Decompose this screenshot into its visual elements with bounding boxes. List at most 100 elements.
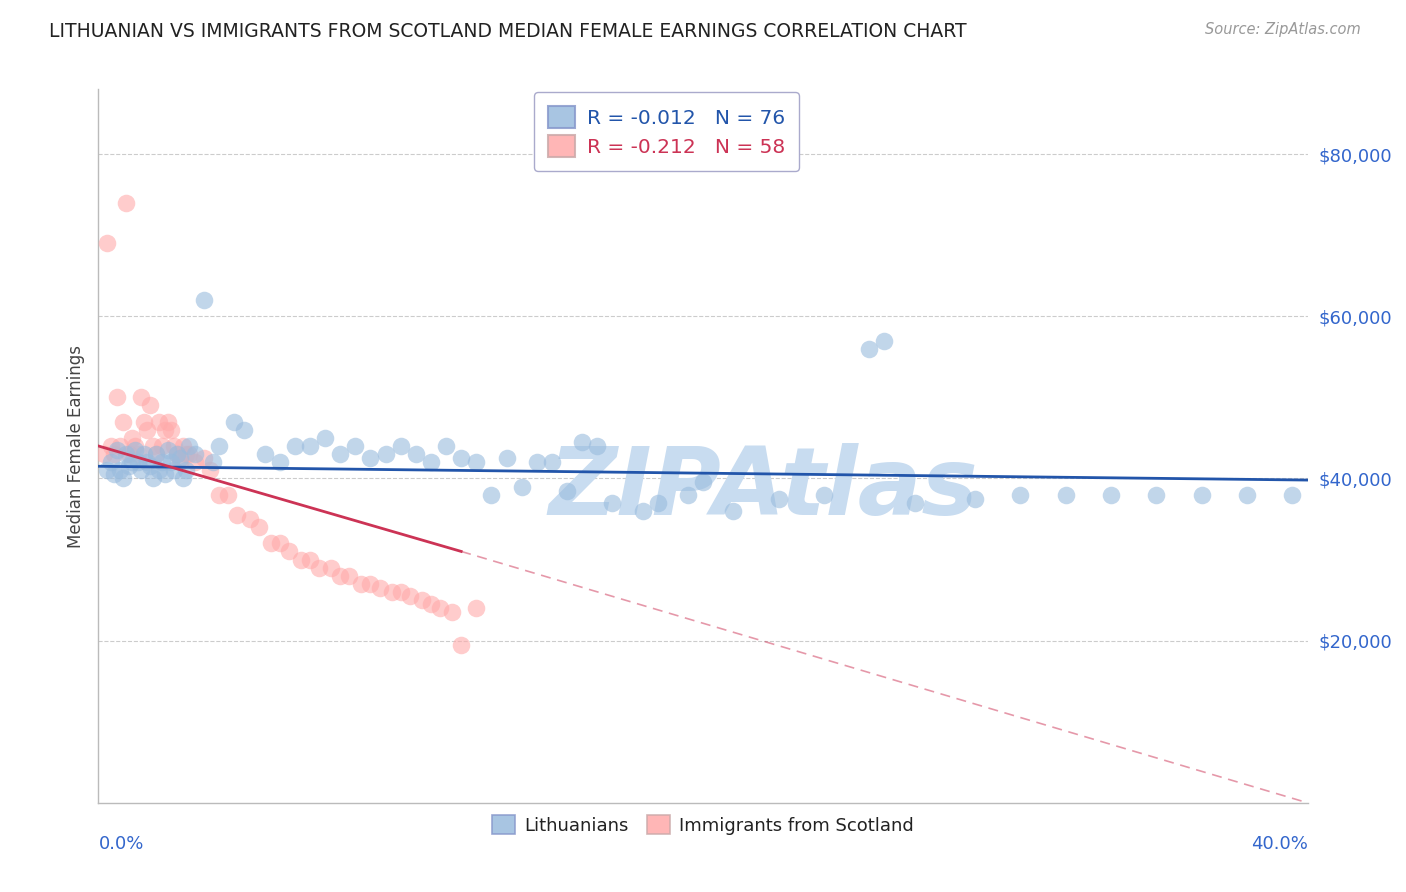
Point [208,488,231,502]
Point [277,544,299,558]
Point [103,467,125,482]
Point [420,455,443,469]
Point [813,488,835,502]
Point [360,577,382,591]
Point [602,496,624,510]
Point [127,455,149,469]
Point [200,463,222,477]
Point [166,447,188,461]
Point [1281,488,1303,502]
Point [172,439,194,453]
Point [510,479,533,493]
Point [193,451,215,466]
Point [1054,488,1077,502]
Point [290,552,312,566]
Point [411,593,433,607]
Point [647,496,669,510]
Point [450,638,472,652]
Point [247,520,270,534]
Point [142,471,165,485]
Point [202,455,225,469]
Point [174,447,197,461]
Point [269,536,291,550]
Point [405,447,427,461]
Point [495,451,517,466]
Point [153,423,176,437]
Point [100,439,122,453]
Point [398,589,420,603]
Point [93,447,115,461]
Point [169,455,191,469]
Point [481,488,503,502]
Point [434,439,457,453]
Point [450,451,472,466]
Point [217,488,239,502]
Point [124,443,146,458]
Point [465,601,488,615]
Point [374,447,396,461]
Point [329,447,352,461]
Point [526,455,548,469]
Point [260,536,283,550]
Point [148,415,170,429]
Point [184,447,207,461]
Y-axis label: Median Female Earnings: Median Female Earnings [66,344,84,548]
Point [129,463,152,477]
Point [337,568,360,582]
Point [132,447,155,461]
Text: 40.0%: 40.0% [1251,835,1308,853]
Point [156,415,179,429]
Point [299,552,322,566]
Point [965,491,987,506]
Point [1099,488,1122,502]
Point [145,447,167,461]
Point [676,488,699,502]
Point [321,560,343,574]
Point [1236,488,1258,502]
Point [284,439,307,453]
Point [111,471,134,485]
Point [329,568,352,582]
Point [1191,488,1213,502]
Point [232,423,254,437]
Point [184,455,207,469]
Point [105,443,128,458]
Point [96,463,118,477]
Point [118,447,141,461]
Point [124,439,146,453]
Point [193,293,215,307]
Point [166,447,188,461]
Point [631,504,654,518]
Point [420,597,443,611]
Point [148,463,170,477]
Point [208,439,231,453]
Point [873,334,896,348]
Point [429,601,451,615]
Point [108,439,131,453]
Point [153,467,176,482]
Point [100,455,122,469]
Point [135,423,157,437]
Point [239,512,262,526]
Point [1146,488,1168,502]
Point [465,455,488,469]
Point [858,342,880,356]
Point [226,508,249,522]
Point [174,463,197,477]
Point [253,447,276,461]
Point [308,560,330,574]
Point [314,431,336,445]
Point [692,475,714,490]
Point [179,439,201,453]
Point [135,455,157,469]
Point [723,504,745,518]
Point [389,439,412,453]
Point [389,585,412,599]
Point [163,439,186,453]
Point [139,399,162,413]
Point [139,459,162,474]
Point [111,415,134,429]
Point [571,434,593,449]
Point [129,390,152,404]
Point [132,415,155,429]
